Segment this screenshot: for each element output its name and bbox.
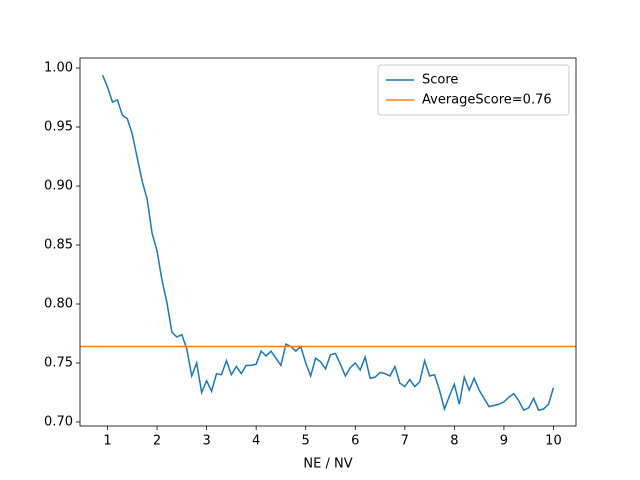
x-tick-label: 7 [401,434,409,449]
x-tick-label: 5 [302,434,310,449]
y-tick-label: 0.85 [44,238,73,253]
x-tick-label: 9 [500,434,508,449]
legend-label: AverageScore=0.76 [422,93,552,108]
y-tick-label: 1.00 [44,61,73,76]
x-tick-label: 4 [252,434,260,449]
x-tick-label: 1 [103,434,111,449]
legend-label: Score [422,73,458,88]
y-tick-label: 0.90 [44,179,73,194]
x-tick-label: 3 [202,434,210,449]
axes-frame [79,57,577,427]
y-tick-label: 0.70 [44,414,73,429]
x-tick-label: 6 [351,434,359,449]
x-axis-label: NE / NV [303,457,352,472]
y-tick-label: 0.95 [44,120,73,135]
legend-box [377,64,570,116]
y-tick-label: 0.75 [44,355,73,370]
x-tick-label: 2 [153,434,161,449]
x-tick-label: 10 [545,434,562,449]
y-tick-label: 0.80 [44,297,73,312]
score-line [101,74,555,412]
x-tick-label: 8 [450,434,458,449]
